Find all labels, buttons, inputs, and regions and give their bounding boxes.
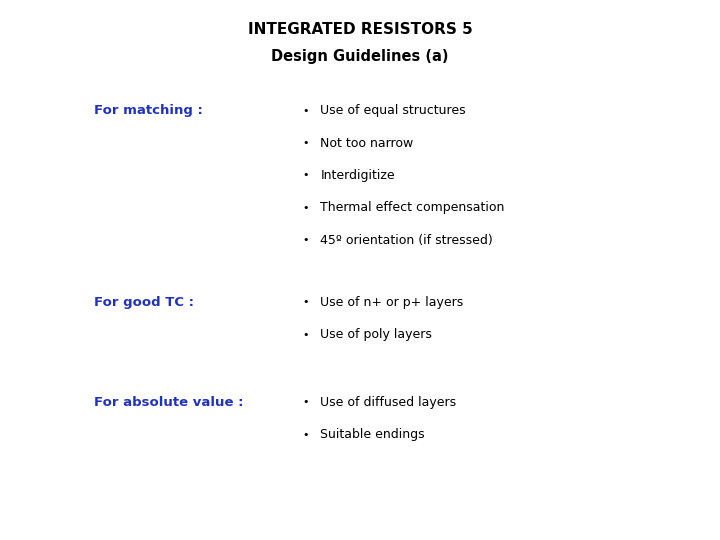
Text: For absolute value :: For absolute value : xyxy=(94,396,243,409)
Text: 45º orientation (if stressed): 45º orientation (if stressed) xyxy=(320,234,493,247)
Text: •: • xyxy=(302,235,310,245)
Text: •: • xyxy=(302,298,310,307)
Text: Use of n+ or p+ layers: Use of n+ or p+ layers xyxy=(320,296,464,309)
Text: Use of diffused layers: Use of diffused layers xyxy=(320,396,456,409)
Text: Interdigitize: Interdigitize xyxy=(320,169,395,182)
Text: Use of equal structures: Use of equal structures xyxy=(320,104,466,117)
Text: Design Guidelines (a): Design Guidelines (a) xyxy=(271,49,449,64)
Text: •: • xyxy=(302,330,310,340)
Text: •: • xyxy=(302,203,310,213)
Text: •: • xyxy=(302,430,310,440)
Text: •: • xyxy=(302,171,310,180)
Text: •: • xyxy=(302,106,310,116)
Text: Thermal effect compensation: Thermal effect compensation xyxy=(320,201,505,214)
Text: •: • xyxy=(302,138,310,148)
Text: For matching :: For matching : xyxy=(94,104,202,117)
Text: •: • xyxy=(302,397,310,407)
Text: INTEGRATED RESISTORS 5: INTEGRATED RESISTORS 5 xyxy=(248,22,472,37)
Text: Use of poly layers: Use of poly layers xyxy=(320,328,432,341)
Text: Suitable endings: Suitable endings xyxy=(320,428,425,441)
Text: For good TC :: For good TC : xyxy=(94,296,194,309)
Text: Not too narrow: Not too narrow xyxy=(320,137,414,150)
